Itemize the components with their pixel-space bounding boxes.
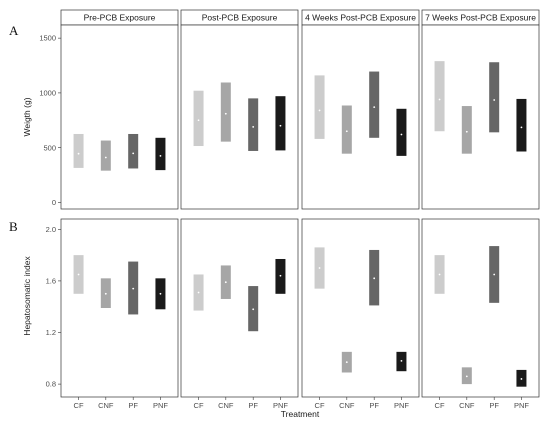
- x-tick-label: PNF: [153, 401, 168, 410]
- panel-letter-b: B: [9, 219, 18, 234]
- mean-point-pf: [373, 106, 376, 109]
- x-tick-label: CF: [74, 401, 84, 410]
- y-tick-label: 0: [52, 198, 56, 207]
- facet-strip-label: 4 Weeks Post-PCB Exposure: [305, 13, 416, 23]
- chart-area: 0 500 1000 1500 Pre-PCB Exposure Post-PCB Exp…: [39, 9, 540, 410]
- y-tick-label: 1000: [39, 89, 56, 98]
- x-tick-label: PF: [128, 401, 138, 410]
- mean-point-pf: [252, 308, 255, 311]
- mean-point-pnf: [400, 133, 403, 136]
- y-tick-label: 0.8: [46, 380, 56, 389]
- x-tick-label: PF: [489, 401, 499, 410]
- facet-panel: [60, 24, 179, 210]
- x-tick-label: PNF: [273, 401, 288, 410]
- bar-cnf: [100, 140, 111, 171]
- mean-point-pnf: [159, 154, 162, 157]
- mean-point-cf: [77, 273, 80, 276]
- x-tick-label: CNF: [218, 401, 234, 410]
- mean-point-cf: [77, 152, 80, 155]
- mean-point-pnf: [159, 292, 162, 295]
- y-axis-title-b: Hepatosomatic index: [22, 256, 32, 336]
- facet-strip-label: 7 Weeks Post-PCB Exposure: [425, 13, 536, 23]
- mean-point-cnf: [465, 375, 468, 378]
- panel-letter-a: A: [9, 23, 19, 38]
- x-tick-label: PF: [369, 401, 379, 410]
- mean-point-pnf: [279, 274, 282, 277]
- mean-point-pf: [132, 152, 135, 155]
- y-tick-label: 1.2: [46, 328, 56, 337]
- bar-cf: [193, 90, 204, 147]
- x-tick-label: CF: [194, 401, 204, 410]
- bar-pnf: [396, 108, 407, 156]
- x-tick-label: CNF: [339, 401, 355, 410]
- bar-pf: [248, 98, 259, 151]
- y-tick-label: 1500: [39, 34, 56, 43]
- y-tick-label: 2.0: [46, 225, 56, 234]
- mean-point-cf: [438, 98, 441, 101]
- y-tick-label: 500: [43, 143, 56, 152]
- x-tick-label: PF: [248, 401, 258, 410]
- mean-point-pf: [493, 273, 496, 276]
- mean-point-cnf: [345, 361, 348, 364]
- bar-cf: [314, 75, 325, 139]
- bar-pf: [489, 62, 500, 133]
- mean-point-pf: [252, 125, 255, 128]
- bar-pf: [128, 133, 139, 169]
- mean-point-pnf: [520, 126, 523, 129]
- bar-pnf: [155, 137, 166, 171]
- mean-point-cf: [318, 109, 321, 112]
- x-tick-label: CNF: [459, 401, 475, 410]
- x-tick-label: CNF: [98, 401, 114, 410]
- bar-cnf: [461, 106, 472, 154]
- bar-cf: [434, 61, 445, 132]
- mean-point-cf: [197, 291, 200, 294]
- mean-point-pnf: [279, 124, 282, 127]
- mean-point-cf: [197, 119, 200, 122]
- bar-cf: [73, 133, 84, 168]
- x-tick-label: PNF: [394, 401, 409, 410]
- bar-pnf: [516, 98, 527, 152]
- mean-point-cnf: [465, 130, 468, 133]
- mean-point-pnf: [520, 378, 523, 380]
- bar-pnf: [275, 96, 286, 151]
- mean-point-pnf: [400, 359, 403, 362]
- mean-point-cnf: [224, 281, 227, 284]
- mean-point-cf: [438, 273, 441, 276]
- x-axis-title: Treatment: [281, 409, 320, 419]
- y-axis-title-a: Weigth (g): [22, 97, 32, 136]
- facet-strip-label: Pre-PCB Exposure: [84, 13, 156, 23]
- x-tick-label: CF: [315, 401, 325, 410]
- mean-point-cnf: [104, 156, 107, 159]
- y-tick-label: 1.6: [46, 277, 56, 286]
- mean-point-cf: [318, 267, 321, 269]
- bar-cnf: [341, 105, 352, 154]
- x-tick-label: PNF: [514, 401, 529, 410]
- mean-point-cnf: [104, 292, 107, 295]
- bar-cnf: [220, 82, 231, 142]
- mean-point-pf: [373, 277, 376, 280]
- mean-point-pf: [132, 287, 135, 290]
- facet-panel: [421, 218, 540, 398]
- mean-point-pf: [493, 99, 496, 101]
- facet-strip-label: Post-PCB Exposure: [202, 13, 278, 23]
- mean-point-cnf: [345, 130, 348, 133]
- mean-point-cnf: [224, 112, 227, 115]
- x-tick-label: CF: [435, 401, 445, 410]
- bar-pf: [369, 71, 380, 138]
